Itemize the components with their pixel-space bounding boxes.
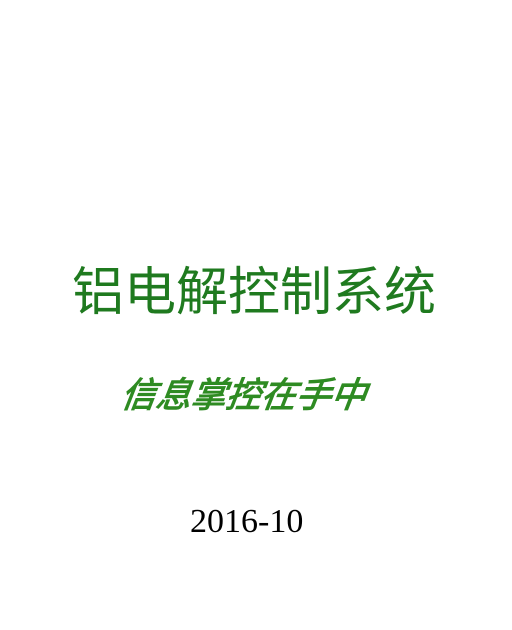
cover-slogan: 信息掌控在手中	[118, 375, 370, 416]
cover-title: 铝电解控制系统	[72, 263, 437, 323]
cover-date: 2016-10	[190, 503, 304, 540]
